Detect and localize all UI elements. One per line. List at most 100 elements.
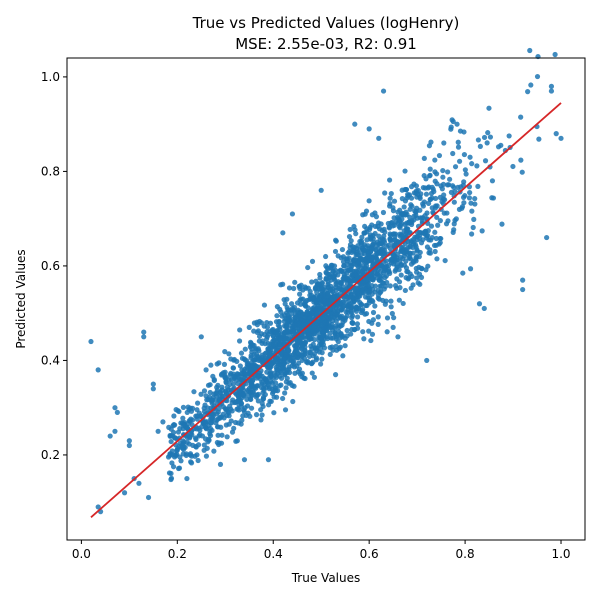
data-point — [318, 361, 324, 367]
data-point — [223, 375, 229, 381]
data-point — [335, 339, 341, 345]
data-point — [165, 454, 172, 460]
data-point — [423, 228, 429, 235]
data-point — [484, 140, 490, 146]
data-point — [189, 405, 196, 411]
data-point — [237, 327, 243, 333]
data-point — [248, 369, 254, 375]
data-point — [534, 73, 541, 80]
data-point — [209, 420, 215, 426]
data-point — [421, 155, 427, 162]
plot-frame — [66, 57, 586, 541]
data-point — [169, 448, 175, 454]
data-point — [377, 237, 383, 243]
data-point — [255, 374, 261, 380]
data-point — [386, 224, 392, 230]
chart-subtitle: MSE: 2.55e-03, R2: 0.91 — [235, 35, 417, 53]
data-point — [201, 388, 208, 394]
data-point — [418, 265, 425, 271]
data-point — [363, 208, 370, 214]
y-axis-label: Predicted Values — [14, 249, 28, 348]
data-point — [203, 453, 210, 459]
data-point — [208, 362, 214, 368]
data-point — [289, 329, 296, 335]
data-point — [332, 330, 338, 336]
data-point — [231, 425, 237, 431]
data-point — [233, 438, 239, 444]
data-point — [487, 134, 494, 140]
data-point — [274, 331, 280, 337]
data-point — [291, 364, 298, 370]
data-point — [325, 314, 331, 320]
data-point — [255, 398, 261, 404]
data-point — [466, 195, 473, 201]
data-point — [489, 178, 496, 184]
data-point — [436, 241, 442, 247]
data-point — [263, 355, 269, 361]
data-point — [398, 254, 404, 261]
data-point — [319, 356, 325, 362]
x-tick-label: 0.8 — [456, 547, 475, 561]
data-point — [399, 211, 405, 217]
data-point — [376, 296, 382, 302]
data-point — [195, 457, 201, 464]
data-point — [218, 440, 225, 446]
data-point — [169, 452, 176, 458]
data-point — [348, 267, 354, 273]
data-point — [414, 248, 421, 254]
data-point — [391, 243, 398, 249]
data-point — [472, 196, 478, 202]
data-point — [432, 205, 438, 211]
data-point — [463, 171, 469, 177]
data-point — [282, 301, 288, 307]
data-point — [273, 374, 280, 381]
data-point — [299, 352, 305, 359]
data-point — [281, 318, 287, 324]
data-point — [267, 398, 273, 404]
data-point — [321, 345, 328, 351]
data-point — [258, 320, 265, 326]
data-point — [282, 407, 289, 413]
data-point — [377, 249, 383, 255]
data-point — [467, 154, 473, 160]
data-point — [366, 318, 372, 325]
data-point — [180, 451, 186, 457]
data-point — [160, 419, 166, 425]
data-point — [387, 246, 394, 252]
data-point — [520, 286, 526, 293]
data-point — [427, 172, 433, 178]
data-point — [239, 417, 245, 423]
data-point — [219, 371, 225, 377]
data-point — [368, 337, 374, 344]
data-point — [107, 433, 113, 439]
data-point — [425, 263, 431, 269]
data-point — [262, 391, 268, 398]
data-point — [306, 332, 312, 338]
data-point — [423, 176, 429, 182]
data-point — [150, 386, 156, 392]
data-point — [350, 313, 356, 319]
data-point — [203, 424, 209, 430]
data-point — [195, 400, 201, 406]
data-point — [474, 163, 480, 169]
data-point — [382, 274, 388, 281]
data-point — [226, 421, 232, 427]
data-point — [427, 166, 433, 172]
data-point — [216, 360, 222, 366]
data-point — [145, 494, 152, 501]
data-point — [408, 239, 414, 245]
data-point — [338, 315, 344, 321]
data-point — [150, 381, 156, 387]
data-point — [381, 251, 388, 257]
data-point — [322, 301, 328, 307]
data-point — [333, 318, 339, 324]
data-point — [250, 389, 256, 395]
data-point — [201, 405, 207, 411]
data-point — [391, 198, 398, 204]
data-point — [387, 270, 393, 276]
data-point — [372, 230, 378, 237]
data-point — [327, 345, 333, 351]
data-point — [428, 223, 435, 229]
data-point — [260, 396, 267, 402]
data-point — [348, 238, 354, 244]
